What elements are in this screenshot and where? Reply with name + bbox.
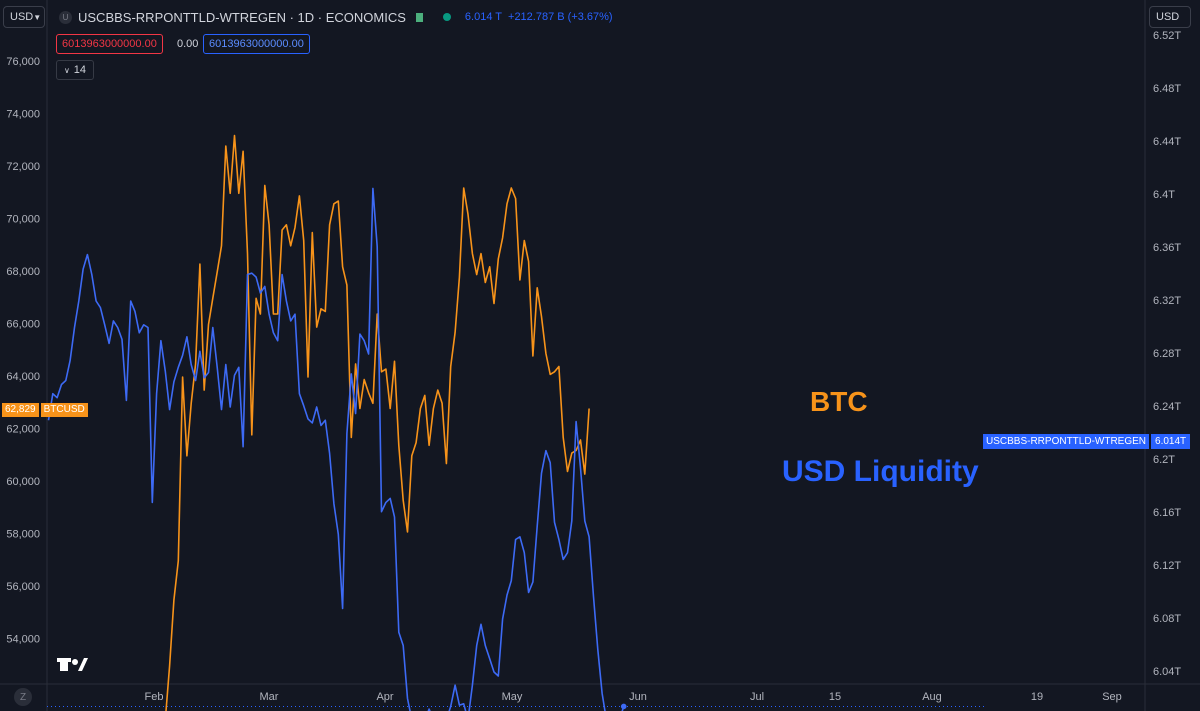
legend-collapse-button[interactable]: ∨ 14 xyxy=(56,60,94,80)
left-currency-select[interactable]: USD ▼ xyxy=(3,6,45,28)
left-currency-label: USD xyxy=(10,11,34,23)
market-open-flag-icon xyxy=(415,12,423,22)
right-currency-select[interactable]: USD xyxy=(1149,6,1191,28)
left-axis-tick-label: 76,000 xyxy=(6,56,40,68)
right-axis-tick-label: 6.28T xyxy=(1153,348,1181,360)
left-axis-tick-label: 72,000 xyxy=(6,161,40,173)
usd-last-point xyxy=(620,703,627,710)
time-axis-tick-label: Jun xyxy=(629,691,647,703)
right-axis-tick-label: 6.04T xyxy=(1153,666,1181,678)
right-axis-tick-label: 6.08T xyxy=(1153,613,1181,625)
time-axis-tick-label: Mar xyxy=(260,691,279,703)
tradingview-logo xyxy=(57,658,88,671)
time-axis-tick-label: 19 xyxy=(1031,691,1043,703)
symbol-title[interactable]: USCBBS-RRPONTTLD-WTREGEN · 1D · ECONOMIC… xyxy=(78,9,406,25)
btc-last-price: 62,829 xyxy=(2,403,39,417)
left-axis-tick-label: 58,000 xyxy=(6,528,40,540)
right-axis-tick-label: 6.32T xyxy=(1153,295,1181,307)
right-price-axis: 6.52T 6.48T 6.44T 6.4T 6.36T 6.32T 6.28T 6.24T 6… xyxy=(1153,30,1181,678)
time-axis-tick-label: 15 xyxy=(829,691,841,703)
right-axis-tick-label: 6.16T xyxy=(1153,507,1181,519)
input-value-a[interactable]: 6013963000000.00 xyxy=(56,34,163,54)
right-axis-tick-label: 6.36T xyxy=(1153,242,1181,254)
btc-price-tag: 62,829 BTCUSD xyxy=(2,403,88,417)
input-value-mid: 0.00 xyxy=(177,38,199,50)
usd-symbol-tag: USCBBS-RRPONTTLD-WTREGEN xyxy=(983,434,1150,449)
btc-series-line[interactable] xyxy=(165,134,590,711)
right-axis-tick-label: 6.52T xyxy=(1153,30,1181,42)
left-axis-tick-label: 56,000 xyxy=(6,581,40,593)
change-value: +212.787 B (+3.67%) xyxy=(508,11,613,23)
chevron-down-icon: ∨ xyxy=(63,65,70,75)
right-axis-tick-label: 6.48T xyxy=(1153,83,1181,95)
time-axis: Feb Mar Apr May Jun Jul 15 Aug 19 Sep xyxy=(145,691,1122,703)
usd-last-price: 6.014T xyxy=(1151,434,1191,449)
status-dot-icon xyxy=(442,13,451,21)
right-axis-tick-label: 6.2T xyxy=(1153,454,1175,466)
right-currency-label: USD xyxy=(1156,11,1180,23)
time-axis-tick-label: Jul xyxy=(750,691,764,703)
usd-liquidity-series-line[interactable] xyxy=(47,187,625,711)
left-axis-tick-label: 74,000 xyxy=(6,108,40,120)
usd-price-tag: USCBBS-RRPONTTLD-WTREGEN 6.014T xyxy=(983,434,1191,449)
left-price-axis: 76,000 74,000 72,000 70,000 68,000 66,000 64,0… xyxy=(6,56,40,646)
chevron-down-icon: ▼ xyxy=(33,12,42,22)
left-axis-tick-label: 70,000 xyxy=(6,213,40,225)
last-value: 6.014 T xyxy=(464,11,503,23)
period-label: 14 xyxy=(73,64,87,76)
symbol-logo-icon: U xyxy=(59,10,72,24)
zoom-reset-button[interactable]: Z xyxy=(14,688,32,706)
right-axis-tick-label: 6.12T xyxy=(1153,560,1181,572)
series-legend[interactable]: U USCBBS-RRPONTTLD-WTREGEN · 1D · ECONOM… xyxy=(59,9,613,25)
usd-liquidity-annotation: USD Liquidity xyxy=(782,455,979,488)
btc-annotation: BTC xyxy=(810,386,868,417)
left-axis-tick-label: 68,000 xyxy=(6,266,40,278)
right-axis-tick-label: 6.44T xyxy=(1153,136,1181,148)
input-value-b[interactable]: 6013963000000.00 xyxy=(203,34,310,54)
time-axis-tick-label: May xyxy=(502,691,523,703)
time-axis-tick-label: Feb xyxy=(145,691,164,703)
time-axis-tick-label: Sep xyxy=(1102,691,1122,703)
left-axis-tick-label: 64,000 xyxy=(6,371,40,383)
left-axis-tick-label: 66,000 xyxy=(6,318,40,330)
left-axis-tick-label: 62,000 xyxy=(6,423,40,435)
right-axis-tick-label: 6.24T xyxy=(1153,401,1181,413)
left-axis-tick-label: 60,000 xyxy=(6,476,40,488)
left-axis-tick-label: 54,000 xyxy=(6,633,40,645)
time-axis-tick-label: Aug xyxy=(922,691,942,703)
right-axis-tick-label: 6.4T xyxy=(1153,189,1175,201)
btc-symbol-tag: BTCUSD xyxy=(40,403,88,417)
time-axis-tick-label: Apr xyxy=(376,691,393,703)
